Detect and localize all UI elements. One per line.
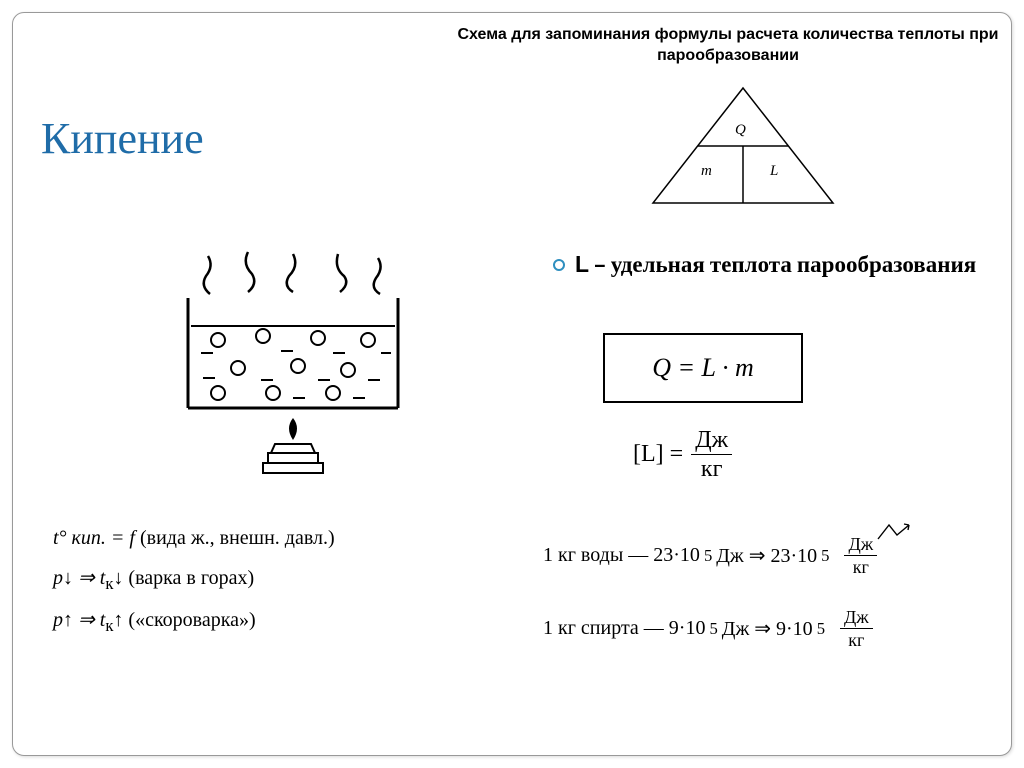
kink-arrow-icon [875,521,913,543]
mnemonic-triangle [643,83,843,213]
header-note: Схема для запоминания формулы расчета ко… [453,25,1003,67]
boiling-beaker-diagram [163,248,423,488]
heat-formula: Q = L · m [652,353,754,383]
formula-line-2: p↓ ⇒ tк↓ (варка в горах) [53,558,335,600]
page-title: Кипение [41,113,204,164]
triangle-left-label: m [701,163,712,180]
boiling-point-dependencies: t° кип. = f (вида ж., внешн. давл.) p↓ ⇒… [53,518,335,643]
example-water: 1 кг воды — 23·105 Дж ⇒ 23·105 Джкг [543,535,879,576]
heat-formula-box: Q = L · m [603,333,803,403]
unit-of-L: [L] = Дж кг [633,428,734,481]
example-alcohol: 1 кг спирта — 9·105 Дж ⇒ 9·105 Джкг [543,608,879,649]
bullet-icon [553,259,565,271]
triangle-right-label: L [770,163,778,180]
examples-block: 1 кг воды — 23·105 Дж ⇒ 23·105 Джкг 1 кг… [543,535,879,681]
triangle-top-label: Q [735,122,746,139]
formula-line-1: t° кип. = f (вида ж., внешн. давл.) [53,518,335,558]
definition-text: L – удельная теплота парообразования [575,251,976,279]
definition-bullet: L – удельная теплота парообразования [553,251,976,279]
formula-line-3: p↑ ⇒ tк↑ («скороварка») [53,600,335,642]
slide-frame: Схема для запоминания формулы расчета ко… [12,12,1012,756]
